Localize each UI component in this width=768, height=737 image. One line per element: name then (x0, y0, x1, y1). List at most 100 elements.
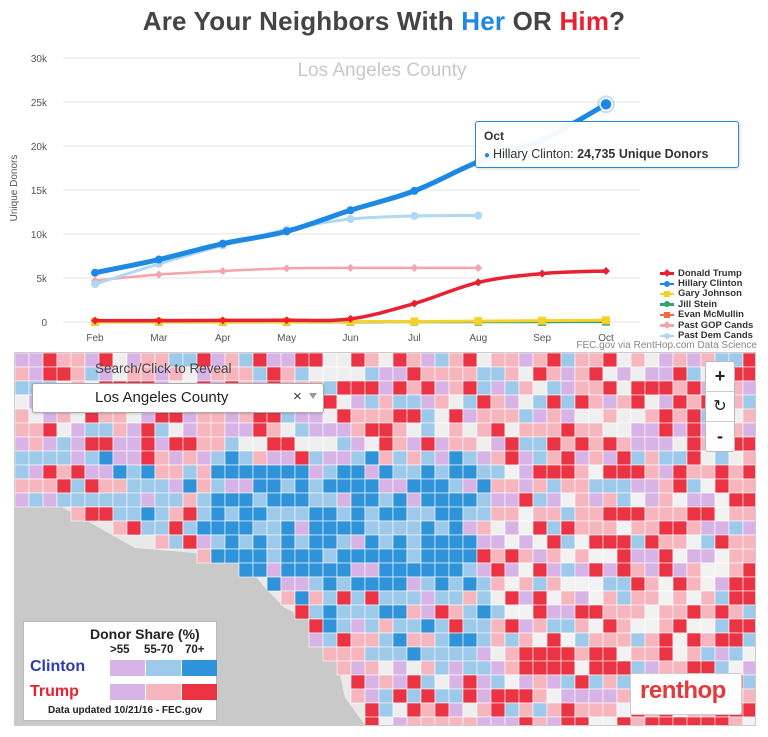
map-region[interactable] (728, 562, 744, 578)
map-region[interactable] (112, 478, 128, 494)
map-region[interactable] (448, 408, 464, 424)
map-region[interactable] (308, 590, 324, 606)
map-region[interactable] (350, 353, 366, 368)
map-region[interactable] (588, 450, 604, 466)
map-region[interactable] (210, 548, 226, 564)
map-region[interactable] (140, 520, 156, 536)
map-region[interactable] (644, 632, 660, 648)
map-region[interactable] (644, 562, 660, 578)
map-region[interactable] (434, 394, 450, 410)
map-region[interactable] (182, 450, 198, 466)
map-region[interactable] (98, 506, 114, 522)
map-region[interactable] (476, 604, 492, 620)
map-region[interactable] (462, 450, 478, 466)
map-region[interactable] (686, 632, 702, 648)
map-region[interactable] (644, 464, 660, 480)
map-region[interactable] (420, 394, 436, 410)
map-region[interactable] (658, 380, 674, 396)
map-region[interactable] (742, 646, 755, 662)
map-region[interactable] (546, 506, 562, 522)
map-region[interactable] (476, 548, 492, 564)
map-region[interactable] (532, 408, 548, 424)
map-region[interactable] (644, 646, 660, 662)
map-region[interactable] (434, 562, 450, 578)
map-region[interactable] (28, 353, 44, 368)
map-region[interactable] (616, 576, 632, 592)
map-region[interactable] (672, 590, 688, 606)
map-region[interactable] (532, 688, 548, 704)
map-region[interactable] (504, 380, 520, 396)
map-region[interactable] (350, 366, 366, 382)
map-region[interactable] (574, 520, 590, 536)
map-region[interactable] (588, 534, 604, 550)
map-region[interactable] (406, 464, 422, 480)
map-region[interactable] (616, 674, 632, 690)
map-region[interactable] (742, 353, 755, 368)
map-region[interactable] (546, 450, 562, 466)
map-region[interactable] (336, 562, 352, 578)
map-region[interactable] (728, 646, 744, 662)
map-region[interactable] (742, 380, 755, 396)
map-region[interactable] (686, 590, 702, 606)
map-region[interactable] (476, 478, 492, 494)
map-region[interactable] (462, 702, 478, 718)
map-region[interactable] (560, 422, 576, 438)
map-region[interactable] (448, 548, 464, 564)
map-region[interactable] (434, 478, 450, 494)
map-region[interactable] (28, 464, 44, 480)
map-region[interactable] (420, 422, 436, 438)
map-region[interactable] (420, 353, 436, 368)
map-region[interactable] (350, 492, 366, 508)
map-region[interactable] (686, 646, 702, 662)
map-region[interactable] (154, 478, 170, 494)
map-region[interactable] (84, 464, 100, 480)
map-region[interactable] (532, 716, 548, 725)
map-region[interactable] (630, 604, 646, 620)
map-region[interactable] (714, 604, 730, 620)
map-region[interactable] (336, 436, 352, 452)
map-region[interactable] (448, 520, 464, 536)
map-region[interactable] (392, 353, 408, 368)
map-region[interactable] (238, 520, 254, 536)
map-region[interactable] (518, 674, 534, 690)
map-region[interactable] (644, 716, 660, 725)
map-region[interactable] (658, 534, 674, 550)
map-region[interactable] (616, 716, 632, 725)
map-region[interactable] (546, 548, 562, 564)
map-region[interactable] (84, 478, 100, 494)
map-region[interactable] (504, 646, 520, 662)
map-region[interactable] (336, 576, 352, 592)
map-region[interactable] (238, 492, 254, 508)
map-region[interactable] (140, 464, 156, 480)
map-region[interactable] (616, 618, 632, 634)
map-region[interactable] (378, 646, 394, 662)
map-region[interactable] (560, 660, 576, 676)
map-region[interactable] (672, 464, 688, 480)
map-region[interactable] (714, 590, 730, 606)
map-region[interactable] (490, 394, 506, 410)
map-region[interactable] (504, 562, 520, 578)
map-region[interactable] (574, 464, 590, 480)
map-region[interactable] (154, 520, 170, 536)
map-region[interactable] (350, 380, 366, 396)
map-region[interactable] (504, 604, 520, 620)
map-region[interactable] (672, 422, 688, 438)
map-region[interactable] (644, 394, 660, 410)
map-region[interactable] (280, 464, 296, 480)
map-region[interactable] (490, 716, 506, 725)
map-region[interactable] (714, 506, 730, 522)
map-region[interactable] (448, 394, 464, 410)
map-region[interactable] (350, 618, 366, 634)
map-region[interactable] (420, 408, 436, 424)
map-region[interactable] (168, 492, 184, 508)
map-region[interactable] (672, 478, 688, 494)
map-region[interactable] (728, 464, 744, 480)
map-region[interactable] (364, 716, 380, 725)
map-region[interactable] (742, 576, 755, 592)
map-region[interactable] (266, 520, 282, 536)
map-region[interactable] (462, 576, 478, 592)
map-region[interactable] (210, 534, 226, 550)
renthop-logo[interactable]: renthop (630, 673, 742, 715)
map-region[interactable] (518, 716, 534, 725)
map-region[interactable] (322, 450, 338, 466)
